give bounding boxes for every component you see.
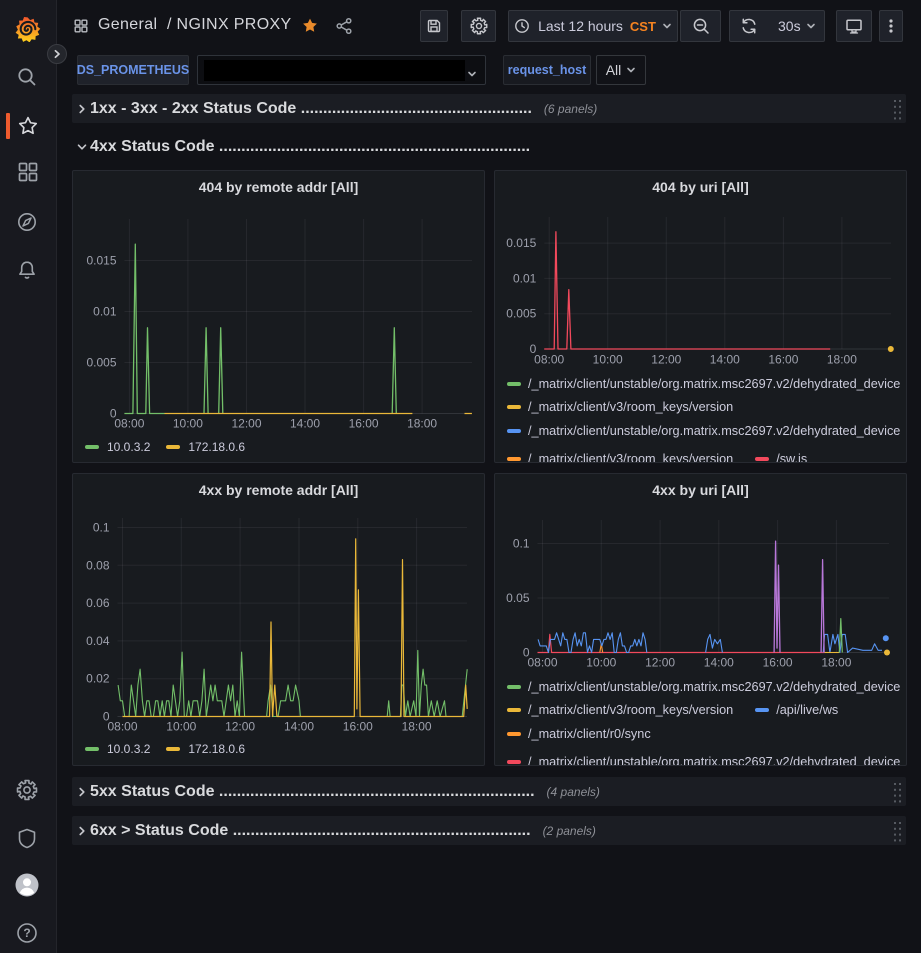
svg-text:08:00: 08:00: [527, 656, 557, 670]
svg-text:14:00: 14:00: [284, 720, 314, 734]
svg-text:10:00: 10:00: [586, 656, 616, 670]
svg-text:0.06: 0.06: [86, 596, 110, 610]
svg-text:0.02: 0.02: [86, 672, 110, 686]
svg-text:0.015: 0.015: [86, 254, 116, 268]
svg-text:18:00: 18:00: [402, 720, 432, 734]
svg-text:08:00: 08:00: [114, 417, 144, 431]
svg-text:12:00: 12:00: [651, 353, 681, 367]
svg-text:18:00: 18:00: [821, 656, 851, 670]
svg-text:0.015: 0.015: [506, 236, 536, 250]
svg-text:0.08: 0.08: [86, 558, 110, 572]
svg-text:0: 0: [110, 407, 117, 421]
svg-text:12:00: 12:00: [231, 417, 261, 431]
svg-text:10:00: 10:00: [173, 417, 203, 431]
svg-text:10:00: 10:00: [166, 720, 196, 734]
svg-text:0.04: 0.04: [86, 634, 110, 648]
svg-text:0.005: 0.005: [86, 356, 116, 370]
svg-text:14:00: 14:00: [710, 353, 740, 367]
svg-text:?: ?: [23, 926, 30, 940]
svg-text:18:00: 18:00: [407, 417, 437, 431]
svg-text:0: 0: [523, 646, 530, 660]
svg-text:16:00: 16:00: [768, 353, 798, 367]
svg-text:08:00: 08:00: [534, 353, 564, 367]
svg-text:0.1: 0.1: [513, 537, 530, 551]
svg-text:12:00: 12:00: [225, 720, 255, 734]
svg-text:0.05: 0.05: [506, 591, 530, 605]
svg-text:10:00: 10:00: [593, 353, 623, 367]
svg-text:16:00: 16:00: [349, 417, 379, 431]
svg-text:0: 0: [103, 710, 110, 724]
svg-text:0.1: 0.1: [93, 521, 110, 535]
svg-text:18:00: 18:00: [827, 353, 857, 367]
svg-text:08:00: 08:00: [107, 720, 137, 734]
svg-text:14:00: 14:00: [290, 417, 320, 431]
svg-text:12:00: 12:00: [645, 656, 675, 670]
svg-text:14:00: 14:00: [704, 656, 734, 670]
svg-text:16:00: 16:00: [763, 656, 793, 670]
svg-text:0: 0: [530, 342, 537, 356]
svg-text:0.01: 0.01: [93, 305, 117, 319]
svg-text:0.005: 0.005: [506, 307, 536, 321]
svg-text:16:00: 16:00: [343, 720, 373, 734]
svg-text:0.01: 0.01: [513, 271, 537, 285]
